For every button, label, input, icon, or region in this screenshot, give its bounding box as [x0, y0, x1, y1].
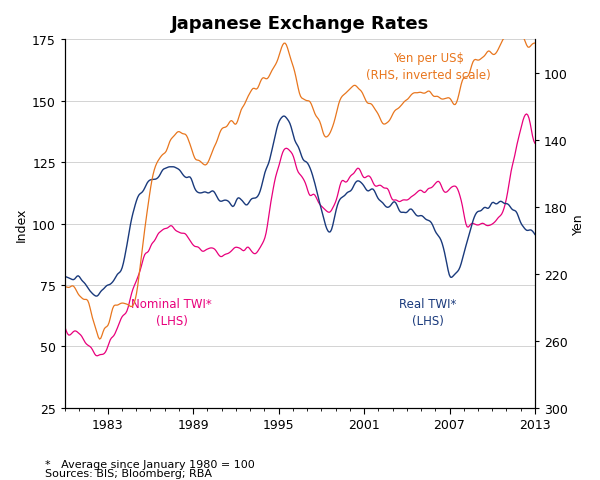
Text: *   Average since January 1980 = 100: * Average since January 1980 = 100 — [45, 459, 255, 469]
Text: Nominal TWI*
(LHS): Nominal TWI* (LHS) — [131, 298, 212, 327]
Text: Sources: BIS; Bloomberg; RBA: Sources: BIS; Bloomberg; RBA — [45, 468, 212, 478]
Text: Real TWI*
(LHS): Real TWI* (LHS) — [400, 298, 457, 327]
Text: Yen per US$
(RHS, inverted scale): Yen per US$ (RHS, inverted scale) — [366, 52, 491, 82]
Y-axis label: Yen: Yen — [572, 213, 585, 235]
Title: Japanese Exchange Rates: Japanese Exchange Rates — [171, 15, 429, 33]
Y-axis label: Index: Index — [15, 207, 28, 241]
